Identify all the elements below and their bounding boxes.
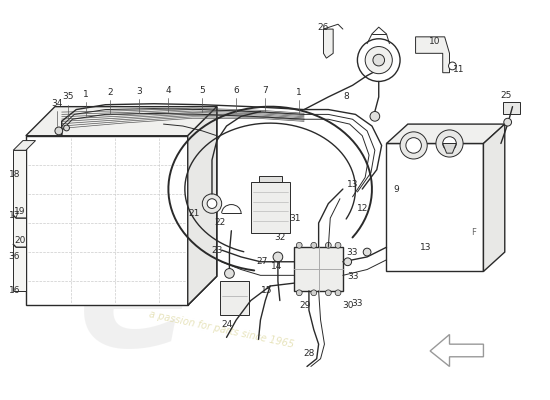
Circle shape bbox=[358, 39, 400, 82]
Polygon shape bbox=[387, 144, 483, 272]
Circle shape bbox=[55, 127, 63, 135]
Text: 21: 21 bbox=[189, 209, 200, 218]
Text: 11: 11 bbox=[453, 65, 464, 74]
Text: 12: 12 bbox=[356, 204, 368, 213]
Polygon shape bbox=[251, 182, 289, 233]
Text: 1: 1 bbox=[83, 90, 89, 98]
Polygon shape bbox=[220, 281, 249, 315]
Circle shape bbox=[504, 118, 512, 126]
Text: 19: 19 bbox=[14, 207, 26, 216]
Text: 20: 20 bbox=[14, 236, 26, 245]
Text: 28: 28 bbox=[303, 349, 315, 358]
Text: 34: 34 bbox=[51, 99, 63, 108]
Circle shape bbox=[400, 132, 427, 159]
Circle shape bbox=[311, 242, 317, 248]
Text: 5: 5 bbox=[200, 86, 205, 95]
Polygon shape bbox=[13, 140, 36, 150]
Text: 1: 1 bbox=[296, 88, 302, 97]
Text: 26: 26 bbox=[318, 23, 329, 32]
Circle shape bbox=[406, 138, 421, 153]
Circle shape bbox=[449, 62, 456, 70]
Text: 36: 36 bbox=[8, 252, 20, 262]
Text: 22: 22 bbox=[214, 218, 226, 228]
Circle shape bbox=[202, 194, 222, 213]
Circle shape bbox=[335, 242, 341, 248]
Text: 6: 6 bbox=[233, 86, 239, 95]
Text: 31: 31 bbox=[290, 214, 301, 223]
Circle shape bbox=[370, 112, 380, 121]
Circle shape bbox=[64, 125, 69, 131]
Text: 4: 4 bbox=[166, 86, 171, 95]
Polygon shape bbox=[258, 176, 282, 182]
Circle shape bbox=[224, 268, 234, 278]
Circle shape bbox=[207, 199, 217, 208]
Text: e: e bbox=[78, 219, 191, 382]
Text: 7: 7 bbox=[262, 86, 268, 95]
Circle shape bbox=[436, 130, 463, 157]
Text: 2: 2 bbox=[107, 88, 113, 97]
Circle shape bbox=[335, 290, 341, 296]
Text: 33: 33 bbox=[348, 272, 359, 281]
Circle shape bbox=[273, 252, 283, 262]
Text: 33: 33 bbox=[346, 248, 358, 256]
Text: 32: 32 bbox=[274, 233, 285, 242]
Text: 35: 35 bbox=[63, 92, 74, 102]
Polygon shape bbox=[483, 124, 505, 272]
Text: 8: 8 bbox=[343, 92, 349, 102]
Polygon shape bbox=[416, 37, 449, 73]
Circle shape bbox=[311, 290, 317, 296]
Circle shape bbox=[373, 54, 384, 66]
Polygon shape bbox=[503, 102, 520, 114]
Text: 30: 30 bbox=[342, 301, 354, 310]
Circle shape bbox=[443, 137, 456, 150]
Polygon shape bbox=[323, 29, 333, 58]
Text: 29: 29 bbox=[299, 301, 311, 310]
Polygon shape bbox=[188, 107, 217, 305]
Text: 13: 13 bbox=[420, 243, 431, 252]
Polygon shape bbox=[26, 136, 188, 305]
Text: 14: 14 bbox=[271, 262, 283, 271]
Text: 13: 13 bbox=[347, 180, 358, 189]
Circle shape bbox=[326, 242, 331, 248]
Text: 15: 15 bbox=[261, 286, 272, 295]
Text: a passion for parts since 1965: a passion for parts since 1965 bbox=[148, 309, 295, 350]
Text: 17: 17 bbox=[8, 211, 20, 220]
Text: F: F bbox=[471, 228, 476, 237]
Circle shape bbox=[296, 242, 302, 248]
Text: 23: 23 bbox=[211, 246, 223, 255]
Circle shape bbox=[344, 258, 351, 266]
Circle shape bbox=[326, 290, 331, 296]
Circle shape bbox=[363, 248, 371, 256]
Polygon shape bbox=[294, 247, 343, 291]
Circle shape bbox=[365, 46, 392, 74]
Polygon shape bbox=[13, 150, 26, 291]
Text: 27: 27 bbox=[257, 257, 268, 266]
Polygon shape bbox=[387, 124, 505, 144]
Text: 24: 24 bbox=[221, 320, 232, 329]
Text: 10: 10 bbox=[429, 37, 441, 46]
Polygon shape bbox=[26, 107, 217, 136]
Text: 25: 25 bbox=[500, 90, 512, 100]
Text: 3: 3 bbox=[136, 87, 142, 96]
Circle shape bbox=[296, 290, 302, 296]
Polygon shape bbox=[430, 334, 483, 366]
Text: 18: 18 bbox=[8, 170, 20, 179]
Polygon shape bbox=[443, 144, 456, 153]
Text: 16: 16 bbox=[8, 286, 20, 295]
Text: 9: 9 bbox=[393, 184, 399, 194]
Text: 33: 33 bbox=[351, 299, 363, 308]
